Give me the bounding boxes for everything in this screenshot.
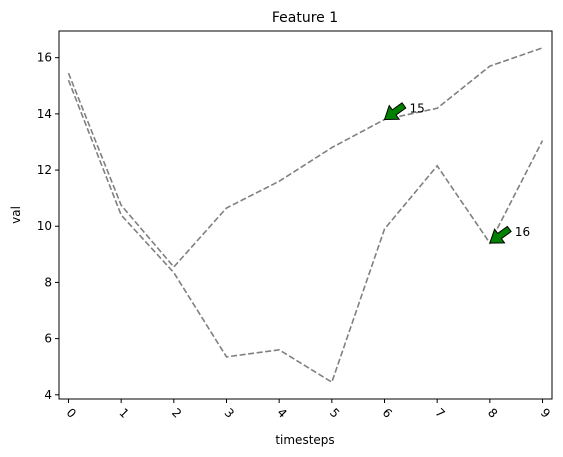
series-lines (67, 47, 544, 384)
x-tick-label: 1 (116, 406, 131, 421)
x-tick-label: 8 (485, 406, 500, 421)
x-tick-label: 3 (222, 406, 237, 421)
annotation-label: 16 (515, 225, 530, 239)
x-tick-label: 2 (169, 406, 184, 421)
plot-area (58, 30, 553, 400)
x-tick-label: 9 (538, 406, 553, 421)
x-axis-label: timesteps (275, 433, 334, 447)
series-line-0 (67, 47, 543, 269)
annotation-arrow (489, 225, 512, 244)
x-tick-label: 4 (274, 406, 289, 421)
y-tick-label: 8 (44, 275, 52, 289)
x-tick-label: 7 (432, 406, 447, 421)
y-tick-label: 6 (44, 332, 52, 346)
chart-title: Feature 1 (272, 10, 338, 26)
x-tick-label: 5 (327, 406, 342, 421)
x-axis: 0 1 2 3 4 5 6 7 8 9 (64, 399, 553, 421)
y-axis: 4 6 8 10 12 14 16 (37, 51, 59, 402)
annotation-arrow (383, 102, 407, 120)
x-tick-label: 6 (380, 406, 395, 421)
y-tick-label: 16 (37, 51, 52, 65)
annotation-label: 15 (410, 101, 425, 115)
series-line-1 (67, 79, 544, 384)
y-tick-label: 4 (44, 388, 52, 402)
y-tick-label: 14 (37, 107, 52, 121)
y-axis-label: val (9, 206, 23, 224)
y-tick-label: 12 (37, 163, 52, 177)
y-tick-label: 10 (37, 219, 52, 233)
x-tick-label: 0 (64, 406, 79, 421)
